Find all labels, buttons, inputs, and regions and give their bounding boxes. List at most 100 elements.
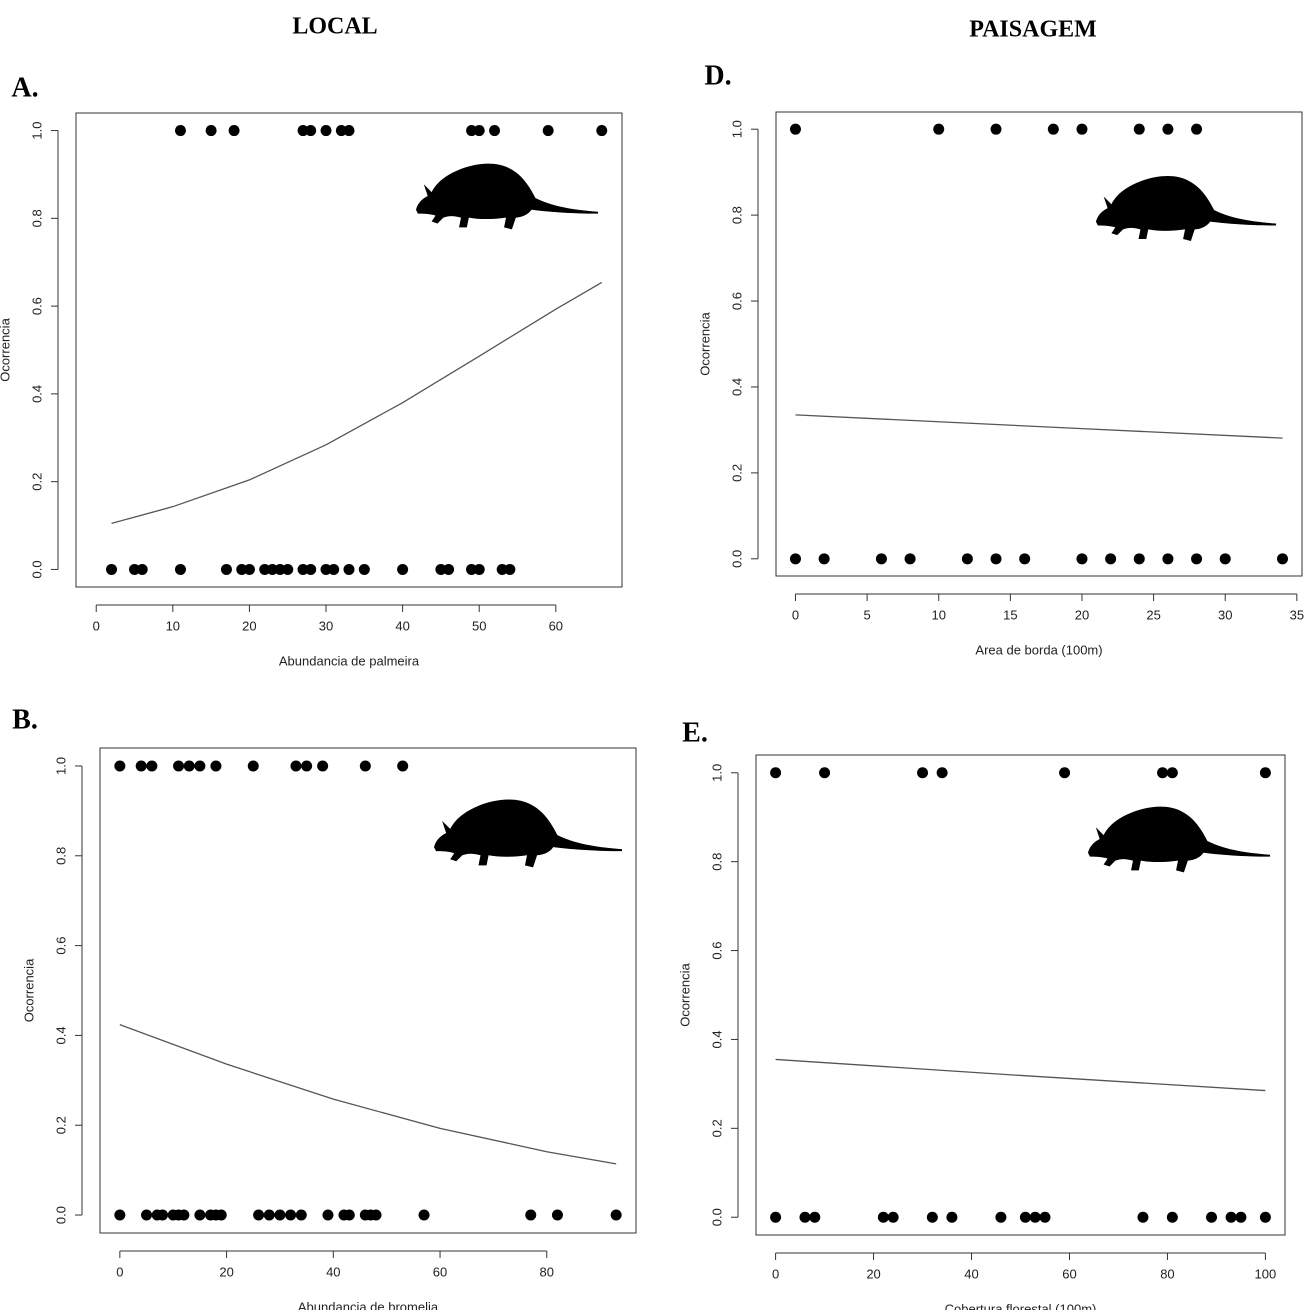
point (1105, 553, 1117, 565)
point (274, 563, 286, 575)
y-tick-label: 0.4 (729, 378, 744, 396)
point (247, 760, 259, 772)
point (887, 1211, 899, 1223)
point (1019, 553, 1031, 565)
point (305, 563, 317, 575)
point (322, 1209, 334, 1221)
point (525, 1209, 537, 1221)
point (317, 760, 329, 772)
point (220, 563, 232, 575)
column-title: LOCAL (292, 14, 377, 40)
point (359, 760, 371, 772)
fit-line (111, 281, 603, 524)
y-tick-label: 0.6 (729, 292, 744, 310)
point (174, 563, 186, 575)
point (297, 125, 309, 137)
plot-frame (755, 754, 1286, 1236)
point (343, 125, 355, 137)
y-tick-label: 0.2 (709, 1119, 724, 1137)
y-tick-label: 0.2 (29, 473, 44, 491)
point (141, 1209, 153, 1221)
point (496, 563, 508, 575)
point (542, 125, 554, 137)
point (1225, 1211, 1237, 1223)
point (1059, 767, 1071, 779)
point (114, 760, 126, 772)
point (1191, 553, 1203, 565)
y-tick-label: 0.0 (729, 550, 744, 568)
point (146, 760, 158, 772)
point (1047, 123, 1059, 135)
y-tick-label: 1.0 (709, 764, 724, 782)
point (136, 563, 148, 575)
point (106, 563, 118, 575)
armadillo-icon (415, 163, 599, 230)
point (990, 123, 1002, 135)
x-tick-label: 0 (93, 618, 100, 633)
x-tick-label: 20 (866, 1266, 880, 1281)
x-tick-label: 5 (863, 607, 870, 622)
point (435, 563, 447, 575)
y-tick-label: 1.0 (29, 122, 44, 140)
point (228, 125, 240, 137)
y-tick-label: 0.4 (709, 1030, 724, 1048)
point (1166, 1211, 1178, 1223)
point (174, 125, 186, 137)
point (1206, 1211, 1218, 1223)
point (770, 1211, 782, 1223)
point (328, 563, 340, 575)
point (489, 125, 501, 137)
point (770, 767, 782, 779)
point (877, 1211, 889, 1223)
point (1039, 1211, 1051, 1223)
point (320, 125, 332, 137)
point (610, 1209, 622, 1221)
x-axis-label: Cobertura florestal (100m) (945, 1301, 1097, 1310)
point (1076, 123, 1088, 135)
point (789, 123, 801, 135)
point (789, 553, 801, 565)
x-tick-label: 10 (931, 607, 945, 622)
point (995, 1211, 1007, 1223)
point (1157, 767, 1169, 779)
point (1166, 767, 1178, 779)
x-tick-label: 20 (242, 618, 256, 633)
y-tick-label: 0.2 (729, 464, 744, 482)
y-axis-label: Ocorrencia (697, 311, 712, 375)
point (215, 1209, 227, 1221)
x-tick-label: 25 (1146, 607, 1160, 622)
y-tick-label: 0.4 (29, 385, 44, 403)
point (274, 1209, 286, 1221)
point (904, 553, 916, 565)
point (157, 1209, 169, 1221)
point (301, 760, 313, 772)
point (178, 1209, 190, 1221)
x-tick-label: 20 (219, 1264, 233, 1279)
x-tick-label: 40 (964, 1266, 978, 1281)
point (1235, 1211, 1247, 1223)
point (1137, 1211, 1149, 1223)
x-axis-label: Abundancia de bromelia (298, 1299, 439, 1310)
y-tick-label: 0.4 (53, 1026, 68, 1044)
x-axis-label: Abundancia de palmeira (279, 653, 420, 668)
x-tick-label: 60 (433, 1264, 447, 1279)
point (1019, 1211, 1031, 1223)
point (1162, 123, 1174, 135)
point (263, 1209, 275, 1221)
x-tick-label: 40 (326, 1264, 340, 1279)
y-tick-label: 0.8 (709, 853, 724, 871)
armadillo-icon (1095, 176, 1277, 241)
point (443, 563, 455, 575)
fit-line (775, 1058, 1266, 1092)
point (358, 563, 370, 575)
point (504, 563, 516, 575)
point (290, 760, 302, 772)
point (243, 563, 255, 575)
panel-label: B. (12, 704, 38, 735)
point (320, 563, 332, 575)
point (1029, 1211, 1041, 1223)
point (343, 1209, 355, 1221)
y-tick-label: 0.0 (29, 560, 44, 578)
point (266, 563, 278, 575)
x-tick-label: 35 (1290, 607, 1304, 622)
